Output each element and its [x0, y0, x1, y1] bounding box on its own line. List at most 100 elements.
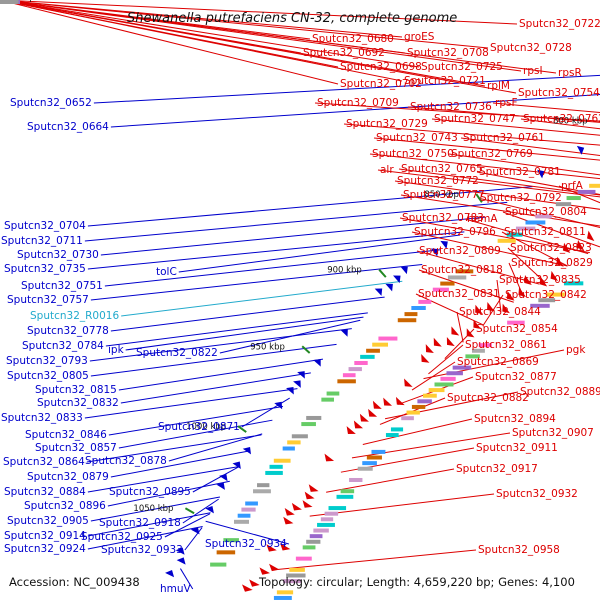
gene-label-right[interactable]: Sputcn32_0831	[418, 288, 500, 300]
gene-label-right[interactable]: Sputcn32_0765	[401, 163, 483, 175]
gene-label-right[interactable]: Sputcn32_0761	[463, 132, 545, 144]
gene-label-right[interactable]: Sputcn32_0692	[303, 47, 385, 59]
gene-label-left[interactable]: Sputcn32_0924	[4, 543, 86, 555]
gene-label-left[interactable]: Sputcn32_0918	[99, 517, 181, 529]
forward-gene-arrow	[395, 396, 405, 406]
gene-label-right[interactable]: Sputcn32_0702	[340, 78, 422, 90]
gene-label-right[interactable]: Sputcn32_0721	[404, 75, 486, 87]
gene-label-right[interactable]: Sputcn32_0777	[403, 189, 485, 201]
gene-label-right[interactable]: Sputcn32_0722	[519, 18, 600, 30]
gene-label-right[interactable]: Sputcn32_0811	[504, 226, 586, 238]
gene-label-left[interactable]: Sputcn32_0896	[24, 500, 106, 512]
gene-label-right[interactable]: Sputcn32_0861	[465, 339, 547, 351]
gene-label-right[interactable]: Sputcn32_0958	[478, 544, 560, 556]
gene-label-left[interactable]: Sputcn32_0735	[4, 263, 86, 275]
gene-label-right[interactable]: Sputcn32_0750	[372, 148, 454, 160]
gene-label-right[interactable]: Sputcn32_0818	[421, 264, 503, 276]
gene-label-left[interactable]: Sputcn32_0914	[4, 530, 86, 542]
gene-label-right[interactable]: hemA	[467, 213, 498, 225]
gene-label-left[interactable]: Sputcn32_0778	[27, 325, 109, 337]
gene-label-right[interactable]: rpsI	[523, 65, 543, 77]
gene-label-right[interactable]: Sputcn32_0698	[340, 61, 422, 73]
gene-label-right[interactable]: Sputcn32_0769	[451, 148, 533, 160]
gene-label-right[interactable]: Sputcn32_0889	[520, 386, 600, 398]
gene-label-right[interactable]: Sputcn32_0842	[505, 289, 587, 301]
gene-label-right[interactable]: Sputcn32_0792	[480, 192, 562, 204]
gene-label-right[interactable]: Sputcn32_0762	[523, 113, 600, 125]
gene-label-right[interactable]: Sputcn32_0823	[510, 242, 592, 254]
gene-label-right[interactable]: Sputcn32_0743	[376, 132, 458, 144]
gene-label-right[interactable]: Sputcn32_0709	[317, 97, 399, 109]
gene-label-left[interactable]: Sputcn32_0934	[205, 538, 287, 550]
gene-label-right[interactable]: Sputcn32_0796	[414, 226, 496, 238]
gene-label-left[interactable]: Sputcn32_0652	[10, 97, 92, 109]
gene-label-right[interactable]: Sputcn32_0729	[346, 118, 428, 130]
gene-label-right[interactable]: Sputcn32_0854	[476, 323, 558, 335]
gene-label-left[interactable]: Sputcn32_0857	[35, 442, 117, 454]
gene-label-left[interactable]: Sputcn32_0784	[22, 340, 104, 352]
gene-label-left[interactable]: Sputcn32_0711	[1, 235, 83, 247]
gene-label-right[interactable]: rplM	[487, 80, 510, 92]
gene-label-left[interactable]: Sputcn32_0751	[21, 280, 103, 292]
gene-label-right[interactable]: Sputcn32_0804	[505, 206, 587, 218]
gene-label-left[interactable]: Sputcn32_0833	[1, 412, 83, 424]
reverse-gene-arrow	[242, 446, 251, 455]
gene-label-right[interactable]: Sputcn32_0772	[397, 175, 479, 187]
gene-label-right[interactable]: prfA	[561, 180, 584, 192]
gene-label-left[interactable]: ipk	[108, 344, 125, 356]
gene-label-left[interactable]: Sputcn32_0846	[25, 429, 107, 441]
gene-label-right[interactable]: Sputcn32_0869	[457, 356, 539, 368]
gene-label-left[interactable]: Sputcn32_0895	[109, 486, 191, 498]
gene-label-right[interactable]: Sputcn32_0783	[402, 212, 484, 224]
gene-label-right[interactable]: Sputcn32_0911	[476, 442, 558, 454]
gene-label-left[interactable]: Sputcn32_0878	[85, 455, 167, 467]
gene-label-left[interactable]: Sputcn32_0664	[27, 121, 109, 133]
gene-label-left[interactable]: Sputcn32_0879	[27, 471, 109, 483]
feature-block	[336, 494, 354, 499]
gene-label-right[interactable]: Sputcn32_0708	[407, 47, 489, 59]
gene-label-right[interactable]: Sputcn32_0932	[496, 488, 578, 500]
gene-label-right[interactable]: Sputcn32_0844	[459, 306, 541, 318]
gene-label-left[interactable]: Sputcn32_0704	[4, 220, 86, 232]
gene-label-right[interactable]: Sputcn32_0882	[447, 392, 529, 404]
gene-label-left[interactable]: Sputcn32_0864	[3, 456, 85, 468]
gene-label-right[interactable]: Sputcn32_0781	[479, 166, 561, 178]
gene-label-right[interactable]: Sputcn32_0728	[490, 42, 572, 54]
gene-label-left[interactable]: Sputcn32_0793	[6, 355, 88, 367]
gene-label-right[interactable]: Sputcn32_0877	[475, 371, 557, 383]
gene-label-left[interactable]: hmuV	[160, 583, 192, 595]
gene-label-left[interactable]: Sputcn32_0884	[4, 486, 86, 498]
gene-label-left[interactable]: tolC	[156, 266, 177, 278]
feature-block	[525, 220, 546, 225]
gene-label-left[interactable]: Sputcn32_0871	[158, 421, 240, 433]
gene-label-right[interactable]: Sputcn32_0754	[518, 87, 600, 99]
gene-label-right[interactable]: Sputcn32_0829	[511, 257, 593, 269]
reverse-gene-arrow	[293, 380, 301, 388]
gene-label-right[interactable]: Sputcn32_0917	[456, 463, 538, 475]
gene-label-right[interactable]: Sputcn32_0725	[421, 61, 503, 73]
gene-label-left[interactable]: Sputcn32_0805	[7, 370, 89, 382]
gene-label-left[interactable]: Sputcn32_0933	[101, 544, 183, 556]
gene-label-left[interactable]: Sputcn32_0925	[81, 531, 163, 543]
gene-label-right[interactable]: Sputcn32_0736	[410, 101, 492, 113]
gene-label-right[interactable]: alr	[380, 164, 394, 176]
gene-label-right[interactable]: Sputcn32_0894	[474, 413, 556, 425]
callout-line	[184, 527, 203, 551]
gene-label-left[interactable]: Sputcn32_0905	[7, 515, 89, 527]
gene-label-left[interactable]: Sputcn32_0757	[7, 294, 89, 306]
gene-label-right[interactable]: rpsR	[558, 67, 582, 79]
gene-label-right[interactable]: rpsF	[495, 97, 518, 109]
gene-label-left[interactable]: Sputcn32_0832	[37, 397, 119, 409]
gene-label-right[interactable]: Sputcn32_0747	[434, 113, 516, 125]
gene-label-right[interactable]: Sputcn32_0835	[499, 274, 581, 286]
gene-label-right[interactable]: Sputcn32_0907	[512, 427, 594, 439]
gene-label-left[interactable]: Sputcn32_0822	[136, 347, 218, 359]
gene-label-left[interactable]: Sputcn32_0730	[17, 249, 99, 261]
gene-label-right[interactable]: Sputcn32_0809	[419, 245, 501, 257]
gene-label-left[interactable]: Sputcn32_R0016	[30, 310, 119, 322]
gene-label-right[interactable]: Sputcn32_0680	[312, 33, 394, 45]
gene-label-left[interactable]: Sputcn32_0815	[35, 384, 117, 396]
gene-label-right[interactable]: pgk	[566, 344, 586, 356]
feature-block	[530, 303, 550, 308]
gene-label-right[interactable]: groES	[404, 31, 435, 43]
